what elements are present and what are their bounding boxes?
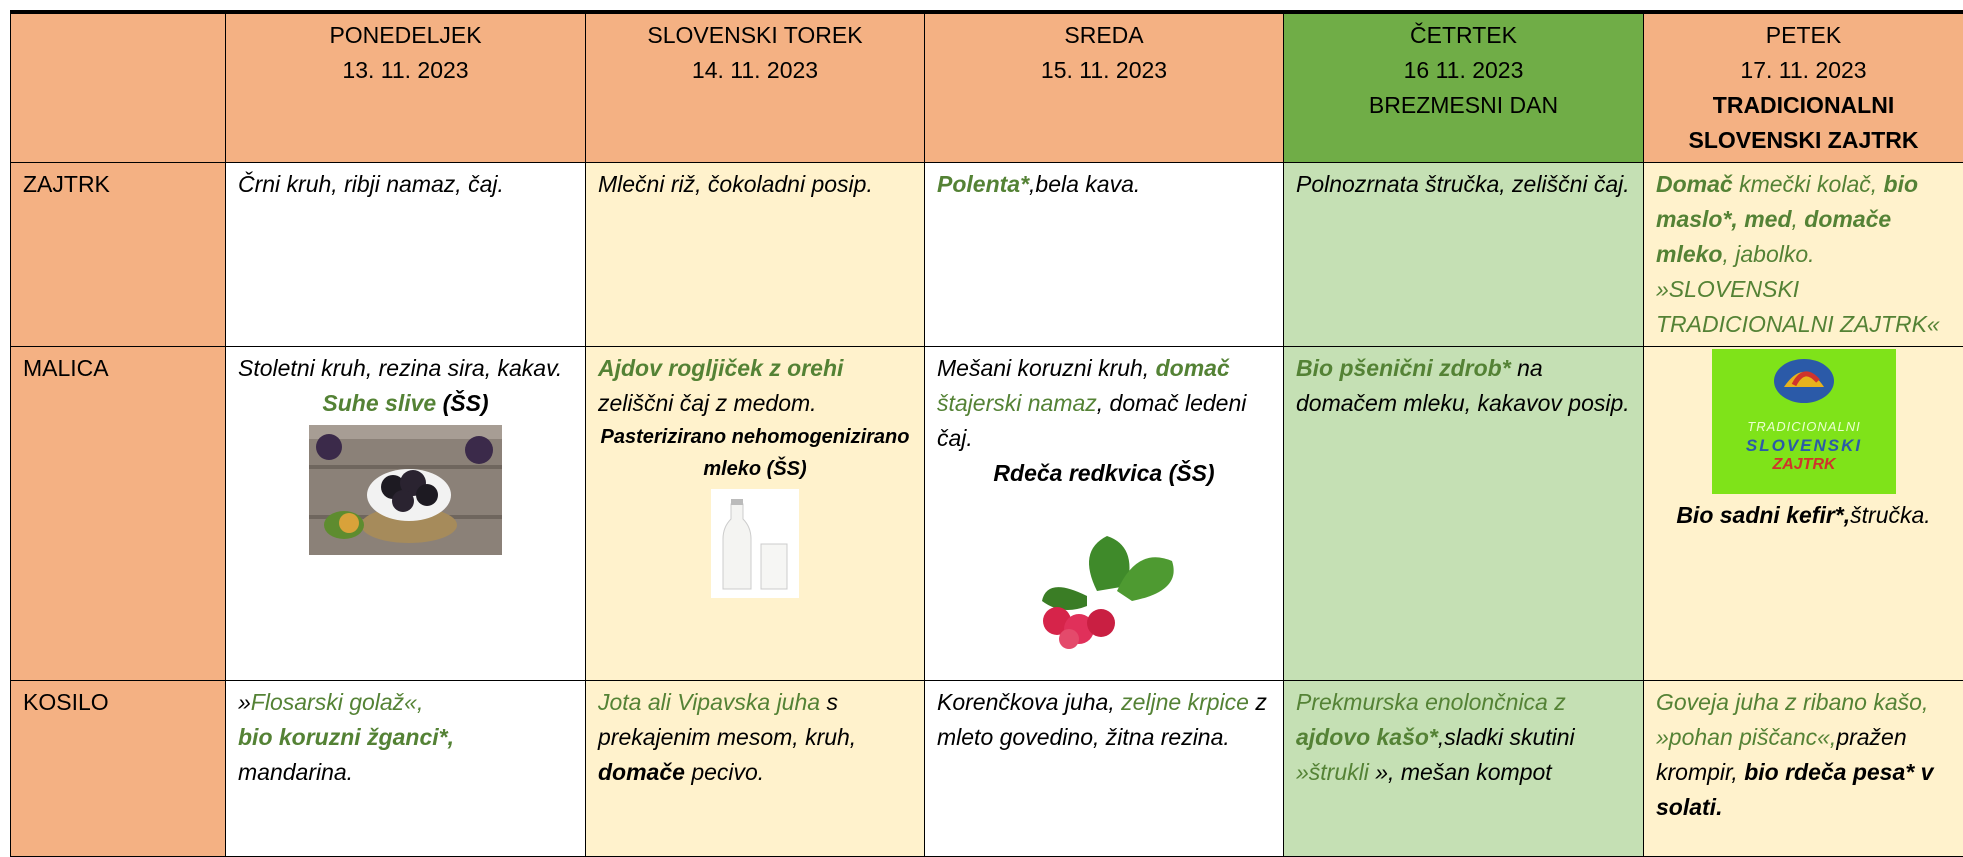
menu-table: PONEDELJEK 13. 11. 2023 SLOVENSKI TOREK 14…	[10, 10, 1963, 857]
text: Polnozrnata štručka, zeliščni čaj.	[1296, 171, 1630, 197]
logo-image: TRADICIONALNI SLOVENSKI ZAJTRK	[1712, 349, 1896, 494]
day-name: PONEDELJEK	[329, 22, 481, 48]
text: Jota ali Vipavska juha	[598, 689, 820, 715]
menu-cell: Mlečni riž, čokoladni posip.	[586, 163, 925, 347]
text: Pasterizirano nehomogenizirano mleko (ŠS…	[598, 421, 912, 485]
menu-cell: Stoletni kruh, rezina sira, kakav. Suhe …	[226, 347, 586, 681]
row-malica: MALICA Stoletni kruh, rezina sira, kakav…	[11, 347, 1963, 681]
text: Domač	[1656, 171, 1733, 197]
text: domače	[598, 759, 685, 785]
text: domač	[1156, 355, 1230, 381]
day-date: 15. 11. 2023	[1041, 57, 1167, 83]
day-header: PONEDELJEK 13. 11. 2023	[226, 12, 586, 163]
text: Mešani koruzni kruh,	[937, 355, 1156, 381]
text: Bio pšenični zdrob*	[1296, 355, 1511, 381]
text: Stoletni kruh, rezina sira, kakav.	[238, 355, 562, 381]
day-name: SREDA	[1064, 22, 1143, 48]
text: (ŠS)	[436, 390, 488, 416]
day-date: 17. 11. 2023	[1740, 57, 1866, 83]
text: kmečki kolač,	[1733, 171, 1884, 197]
day-note: TRADICIONALNI SLOVENSKI ZAJTRK	[1688, 92, 1918, 153]
text: ,sladki skutini	[1438, 724, 1575, 750]
logo-text: ZAJTRK	[1771, 456, 1837, 473]
corner-cell	[11, 12, 226, 163]
text: Suhe slive	[322, 390, 436, 416]
text: Rdeča redkvica (ŠS)	[937, 456, 1271, 491]
day-header: ČETRTEK 16 11. 2023 BREZMESNI DAN	[1284, 12, 1644, 163]
menu-cell: Domač kmečki kolač, bio maslo*, med, dom…	[1644, 163, 1963, 347]
menu-cell: Goveja juha z ribano kašo, »pohan piščan…	[1644, 681, 1963, 857]
text: zeliščni čaj z medom.	[598, 390, 817, 416]
menu-cell: Polenta*,bela kava.	[925, 163, 1284, 347]
day-name: PETEK	[1766, 22, 1841, 48]
text: Korenčkova juha,	[937, 689, 1121, 715]
text: bio koruzni žganci*,	[238, 724, 454, 750]
text: ,bela kava.	[1029, 171, 1140, 197]
text: »	[238, 689, 251, 715]
menu-cell: Črni kruh, ribji namaz, čaj.	[226, 163, 586, 347]
row-label: ZAJTRK	[11, 163, 226, 347]
row-zajtrk: ZAJTRK Črni kruh, ribji namaz, čaj. Mleč…	[11, 163, 1963, 347]
day-header: PETEK 17. 11. 2023 TRADICIONALNI SLOVENSKI…	[1644, 12, 1963, 163]
menu-cell: Mešani koruzni kruh, domač štajerski nam…	[925, 347, 1284, 681]
day-note: BREZMESNI DAN	[1369, 92, 1558, 118]
text: Črni kruh, ribji namaz, čaj.	[238, 171, 504, 197]
menu-cell: Korenčkova juha, zeljne krpice z mleto g…	[925, 681, 1284, 857]
text: štajerski namaz	[937, 390, 1097, 416]
text: Flosarski golaž«,	[251, 689, 424, 715]
text: Bio sadni kefir*,	[1676, 502, 1850, 528]
day-date: 13. 11. 2023	[342, 57, 468, 83]
row-label: KOSILO	[11, 681, 226, 857]
radish-image	[1017, 531, 1192, 651]
text: Mlečni riž, čokoladni posip.	[598, 171, 873, 197]
menu-cell: Jota ali Vipavska juha s prekajenim meso…	[586, 681, 925, 857]
header-row: PONEDELJEK 13. 11. 2023 SLOVENSKI TOREK 14…	[11, 12, 1963, 163]
day-name: ČETRTEK	[1410, 22, 1517, 48]
text: », mešan kompot	[1369, 759, 1552, 785]
menu-cell: Bio pšenični zdrob* na domačem mleku, ka…	[1284, 347, 1644, 681]
text: ,	[1792, 206, 1805, 232]
text: , jabolko.	[1722, 241, 1814, 267]
text: zeljne krpice	[1121, 689, 1249, 715]
milk-image	[711, 489, 799, 598]
text: »SLOVENSKI TRADICIONALNI ZAJTRK«	[1656, 276, 1940, 337]
text: Ajdov rogljiček z orehi	[598, 355, 843, 381]
row-kosilo: KOSILO »Flosarski golaž«, bio koruzni žga…	[11, 681, 1963, 857]
menu-cell: »Flosarski golaž«, bio koruzni žganci*, ma…	[226, 681, 586, 857]
text: Prekmurska enolončnica z	[1296, 689, 1566, 715]
menu-cell: TRADICIONALNI SLOVENSKI ZAJTRK Bio sadni…	[1644, 347, 1963, 681]
text: Polenta*	[937, 171, 1029, 197]
menu-cell: Prekmurska enolončnica z ajdovo kašo*,sl…	[1284, 681, 1644, 857]
row-label: MALICA	[11, 347, 226, 681]
logo-text: TRADICIONALNI	[1747, 419, 1860, 434]
text: ajdovo kašo*	[1296, 724, 1438, 750]
day-name: SLOVENSKI TOREK	[647, 22, 862, 48]
day-header: SLOVENSKI TOREK 14. 11. 2023	[586, 12, 925, 163]
menu-cell: Ajdov rogljiček z orehi zeliščni čaj z m…	[586, 347, 925, 681]
day-date: 14. 11. 2023	[692, 57, 818, 83]
text: mandarina.	[238, 759, 353, 785]
day-header: SREDA 15. 11. 2023	[925, 12, 1284, 163]
text: štručka.	[1850, 502, 1931, 528]
logo-text: SLOVENSKI	[1745, 436, 1861, 455]
text: pecivo.	[685, 759, 764, 785]
text-line: Suhe slive (ŠS)	[238, 386, 573, 421]
text: »štrukli	[1296, 759, 1369, 785]
text-line: Bio sadni kefir*,štručka.	[1648, 498, 1959, 533]
menu-cell: Polnozrnata štručka, zeliščni čaj.	[1284, 163, 1644, 347]
plums-image	[309, 425, 502, 555]
day-date: 16 11. 2023	[1404, 57, 1524, 83]
